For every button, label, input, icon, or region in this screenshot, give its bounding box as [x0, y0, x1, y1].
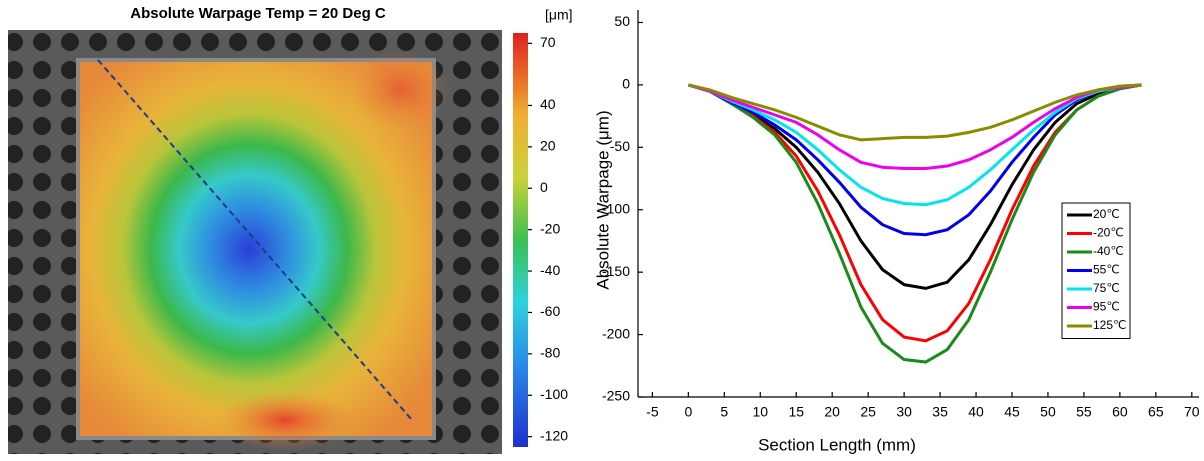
colorbar-tick-label: -80	[540, 345, 560, 361]
x-tick-label: 25	[860, 404, 876, 420]
colorbar-tick-label: -60	[540, 303, 560, 319]
y-axis-label: Absolute Warpage (μm)	[593, 110, 612, 289]
y-tick-label: -250	[602, 388, 630, 404]
series-line	[688, 83, 1142, 142]
x-tick-label: 45	[1004, 404, 1020, 420]
y-tick-label: -100	[602, 200, 630, 216]
legend-label: 95℃	[1093, 300, 1120, 314]
line-chart: Section Length (mm) Absolute Warpage (μm…	[593, 10, 1200, 454]
x-tick-label: 0	[684, 404, 692, 420]
warpage-hotspot	[215, 390, 355, 450]
x-tick-label: 40	[968, 404, 984, 420]
colorbar-tick-label: 40	[540, 96, 556, 112]
x-tick-label: 5	[720, 404, 728, 420]
colorbar-tick-label: -120	[540, 427, 568, 443]
x-tick-label: 35	[932, 404, 948, 420]
x-axis-label: Section Length (mm)	[758, 435, 916, 454]
legend-label: -40℃	[1093, 244, 1124, 258]
series-line	[687, 83, 1142, 364]
legend-label: -20℃	[1093, 226, 1124, 240]
x-tick-label: 50	[1040, 404, 1056, 420]
y-tick-label: 0	[622, 76, 630, 92]
heatmap-panel: Absolute Warpage Temp = 20 Deg C [μm]	[8, 5, 573, 454]
legend-label: 75℃	[1093, 281, 1120, 295]
x-tick-label: -5	[646, 404, 659, 420]
colorbar	[513, 33, 528, 447]
legend-label: 125℃	[1093, 318, 1127, 332]
legend-label: 55℃	[1093, 263, 1120, 277]
x-tick-label: 15	[788, 404, 804, 420]
x-tick-label: 70	[1184, 404, 1200, 420]
y-tick-label: -200	[602, 325, 630, 341]
series-line	[687, 83, 1142, 237]
legend-label: 20℃	[1093, 207, 1120, 221]
x-tick-label: 65	[1148, 404, 1164, 420]
x-tick-label: 60	[1112, 404, 1128, 420]
warpage-map	[80, 62, 432, 436]
x-tick-label: 30	[896, 404, 912, 420]
y-tick-label: -50	[610, 138, 630, 154]
colorbar-tick-label: -20	[540, 220, 560, 236]
x-tick-label: 20	[824, 404, 840, 420]
colorbar-ticks: 70 40 20 0 -20 -40 -60 -80 -100 -120	[528, 34, 568, 443]
heatmap-title: Absolute Warpage Temp = 20 Deg C	[130, 5, 386, 22]
y-tick-label: -150	[602, 263, 630, 279]
series-line	[687, 83, 1142, 290]
x-tick-label: 10	[752, 404, 768, 420]
colorbar-tick-label: 70	[540, 34, 556, 50]
x-tick-label: 55	[1076, 404, 1092, 420]
y-tick-label: 50	[614, 13, 630, 29]
series-line	[687, 83, 1142, 171]
colorbar-label: [μm]	[545, 7, 573, 23]
colorbar-tick-label: -40	[540, 262, 560, 278]
colorbar-tick-label: 20	[540, 138, 556, 154]
colorbar-tick-label: -100	[540, 386, 568, 402]
warpage-hotspot	[350, 50, 450, 130]
colorbar-tick-label: 0	[540, 179, 548, 195]
series-line	[687, 83, 1142, 207]
